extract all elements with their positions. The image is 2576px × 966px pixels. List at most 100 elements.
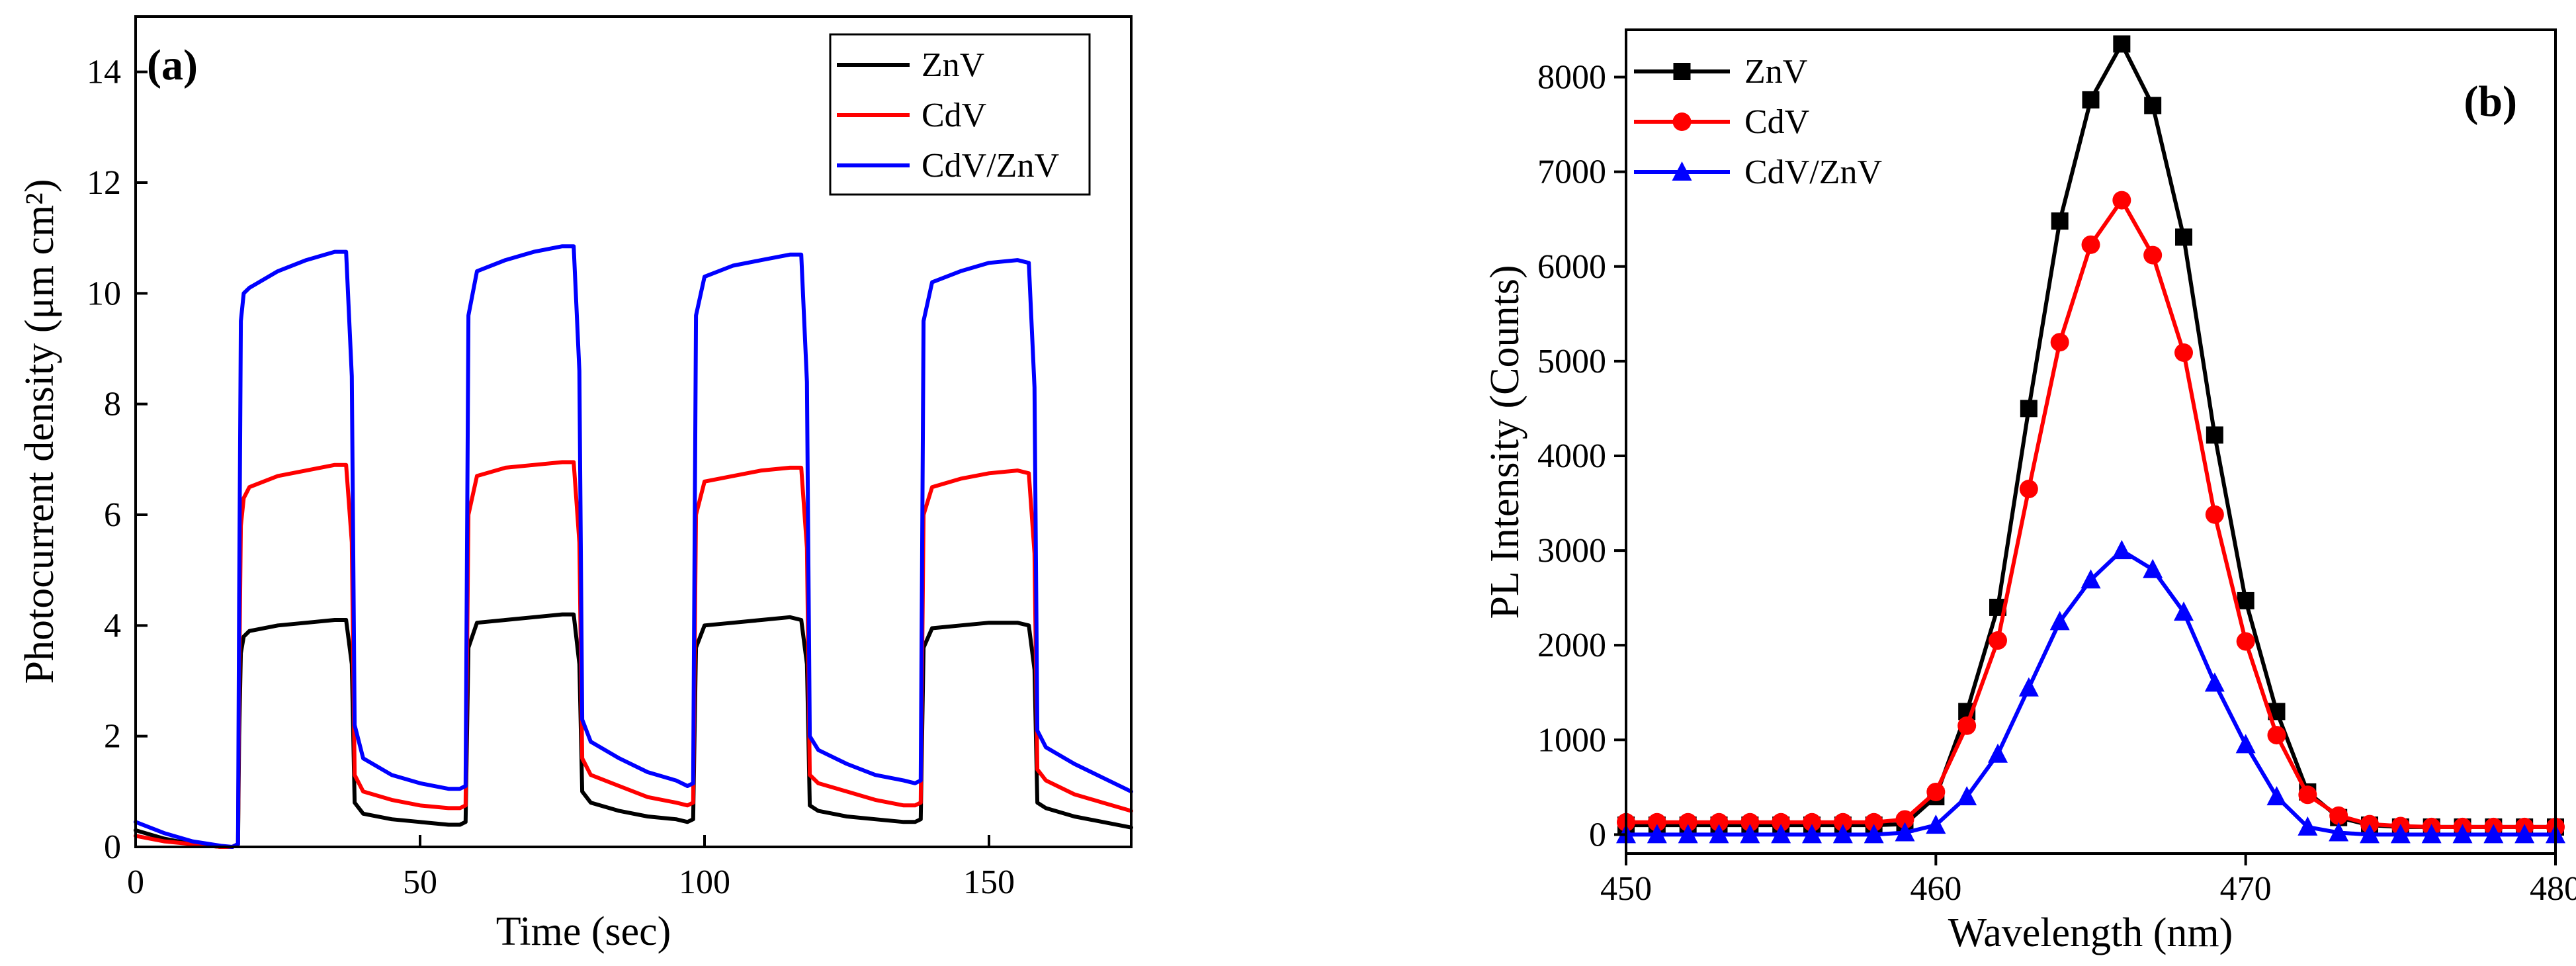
chart-b-data-point (2019, 480, 2038, 499)
chart-b-y-tick-label: 1000 (1537, 721, 1606, 759)
chart-b-series-line-cdv-znv (1624, 549, 2557, 837)
chart-b-series-group (1616, 35, 2565, 844)
chart-b-data-point (1864, 824, 1884, 844)
chart-b-series-line-cdv (1624, 198, 2557, 829)
chart-b-data-point (2020, 400, 2038, 417)
chart-b-data-point (1833, 812, 1852, 832)
chart-b-data-point (1988, 743, 2008, 763)
chart-b-data-point (1803, 812, 1821, 832)
chart-b-data-point (1957, 716, 1977, 735)
chart-a-y-tick-label: 14 (87, 54, 121, 91)
chart-a-y-tick-label: 0 (104, 828, 121, 866)
chart-b-data-point (2143, 245, 2163, 265)
chart-b-data-point (1802, 824, 1822, 844)
chart-b-data-point (1678, 812, 1697, 832)
chart-a-y-tick-label: 4 (104, 607, 121, 644)
chart-a-y-tick-label: 12 (87, 164, 121, 202)
chart-b-y-tick-label: 8000 (1537, 59, 1606, 97)
chart-panel-a: 0 50 100 150 0 2 4 6 8 10 12 14 (a) Time (sec) Phot… (17, 15, 1133, 954)
chart-b-data-point (2081, 235, 2100, 254)
chart-b-data-point (2050, 333, 2069, 352)
chart-b-data-point (1772, 812, 1791, 832)
chart-b-data-point (2483, 824, 2504, 844)
chart-b-data-point (2329, 822, 2349, 842)
chart-a-ticks: 0 50 100 150 0 2 4 6 8 10 12 14 (87, 54, 1015, 901)
chart-b-data-point (2205, 505, 2224, 524)
chart-b-data-point (1709, 812, 1729, 832)
chart-b-data-point (1989, 631, 2007, 650)
chart-b-data-point (2174, 343, 2193, 362)
chart-b-legend-marker (1672, 161, 1692, 181)
chart-b-data-point (1895, 822, 1915, 842)
chart-b-x-tick-label: 460 (1910, 870, 1961, 908)
chart-b-data-point (2175, 228, 2192, 246)
chart-a-x-tick-label: 100 (679, 863, 730, 901)
chart-b-legend-label: CdV/ZnV (1744, 154, 1882, 191)
chart-a-x-tick-label: 150 (963, 863, 1015, 901)
chart-b-ylabel: PL Intensity (Counts) (1482, 265, 1527, 619)
chart-a-x-tick-label: 50 (403, 863, 437, 901)
chart-b-data-point (2360, 824, 2380, 844)
chart-b-data-point (2421, 824, 2442, 844)
chart-b-data-point (1647, 812, 1666, 832)
chart-b-data-point (1740, 824, 1760, 844)
chart-b-y-tick-label: 2000 (1537, 627, 1606, 664)
chart-b-ticks: 450 460 470 480 0 1000 2000 3000 4000 5000 6000 700… (1537, 59, 2576, 908)
chart-b-data-point (1647, 824, 1667, 844)
chart-b-data-point (2206, 426, 2223, 444)
chart-a-x-tick-label: 0 (127, 863, 144, 901)
chart-a-frame (134, 15, 1133, 848)
chart-b-data-point (1832, 824, 1853, 844)
chart-b-y-tick-label: 0 (1589, 816, 1606, 854)
chart-a-y-tick-label: 6 (104, 496, 121, 534)
chart-b-data-point (2143, 558, 2163, 578)
chart-b-legend-marker (1673, 63, 1691, 80)
chart-b-xlabel: Wavelength (nm) (1948, 910, 2233, 955)
chart-a-xlabel: Time (sec) (496, 909, 671, 954)
chart-b-data-point (2267, 726, 2286, 745)
chart-a-series-group (134, 244, 1133, 849)
chart-b-data-point (2390, 824, 2411, 844)
chart-b-data-point (2112, 191, 2131, 210)
chart-b-data-point (2514, 824, 2535, 844)
chart-b-data-point (2051, 212, 2069, 230)
chart-b-legend-label: CdV (1744, 103, 1809, 141)
chart-b-data-point (2452, 824, 2473, 844)
chart-b-data-point (1957, 786, 1977, 806)
chart-b-data-point (2113, 35, 2131, 53)
chart-b-data-point (2049, 611, 2070, 631)
chart-b-y-tick-label: 6000 (1537, 248, 1606, 286)
chart-b-data-point (1771, 824, 1791, 844)
chart-a-legend-label: ZnV (922, 46, 984, 84)
chart-b-x-tick-label: 450 (1600, 870, 1652, 908)
chart-b-legend: ZnV CdV CdV/ZnV (1634, 53, 1882, 191)
chart-b-data-point (1926, 814, 1946, 834)
chart-b-legend-label: ZnV (1744, 53, 1807, 91)
chart-b-x-tick-label: 470 (2220, 870, 2272, 908)
chart-b-data-point (2236, 632, 2255, 651)
chart-b-frame (1625, 28, 2557, 855)
chart-b-data-point (1678, 824, 1698, 844)
chart-b-legend-marker (1672, 112, 1692, 131)
chart-b-data-point (2018, 677, 2039, 697)
chart-a-y-tick-label: 10 (87, 275, 121, 312)
chart-b-data-point (2329, 806, 2348, 825)
chart-a-legend: ZnV CdV CdV/ZnV (829, 33, 1091, 196)
chart-a-legend-label: CdV (922, 97, 986, 134)
chart-a-ylabel: Photocurrent density (μm cm²) (17, 179, 62, 684)
chart-b-y-tick-label: 5000 (1537, 343, 1606, 380)
chart-b-data-point (1864, 812, 1883, 832)
chart-b-data-point (2174, 601, 2194, 621)
chart-a-series-line-cdv (134, 460, 1133, 849)
chart-b-data-point (2298, 785, 2317, 805)
chart-b-data-point (2082, 91, 2100, 109)
chart-b-data-point (2235, 734, 2256, 754)
chart-b-data-point (2237, 592, 2254, 609)
chart-panel-b: 450 460 470 480 0 1000 2000 3000 4000 5000 6000 700… (1482, 28, 2576, 955)
chart-b-data-point (1740, 812, 1760, 832)
chart-a-y-tick-label: 8 (104, 386, 121, 423)
chart-a-panel-label: (a) (147, 41, 198, 89)
chart-b-data-point (2266, 786, 2287, 806)
chart-a-legend-label: CdV/ZnV (922, 147, 1059, 185)
